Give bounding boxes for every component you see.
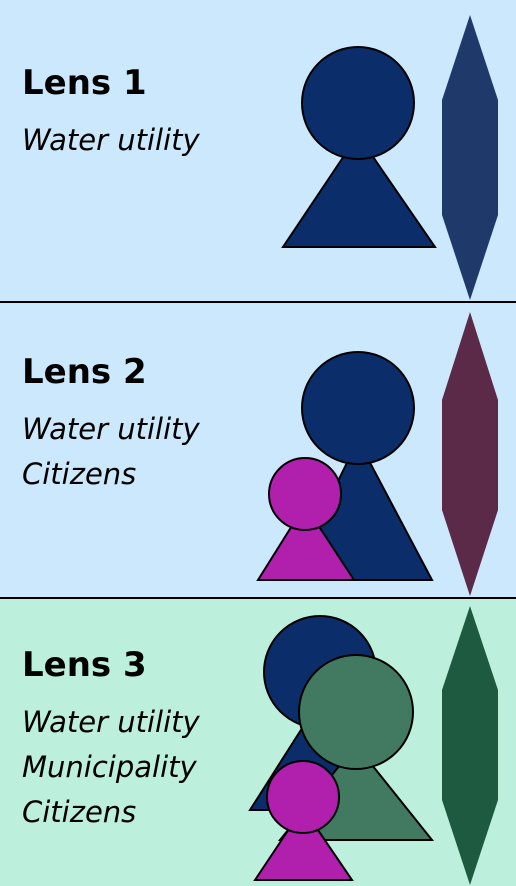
person-head	[268, 457, 342, 531]
person-head	[298, 654, 414, 770]
lens-shape	[442, 606, 498, 885]
lens-role: Municipality	[22, 750, 198, 784]
lens-title: Lens 1	[22, 63, 147, 103]
lens-shape	[442, 312, 498, 596]
lens-role: Citizens	[22, 795, 136, 829]
panel	[0, 598, 516, 886]
labels: Lens 1 Water utility Lens 2 Water utility Ci…	[22, 63, 201, 829]
person-head	[301, 351, 415, 465]
person-body	[256, 503, 356, 581]
lens-shape	[442, 15, 498, 300]
panel	[0, 302, 516, 598]
lens-role: Water utility	[22, 123, 201, 157]
person-head	[301, 46, 415, 160]
person-head	[266, 760, 340, 834]
lens-role: Water utility	[22, 412, 201, 446]
lens-title: Lens 2	[22, 352, 147, 392]
person-body	[281, 133, 437, 248]
lens-role: Citizens	[22, 457, 136, 491]
person-body	[253, 806, 354, 881]
panel	[0, 0, 516, 302]
lens-title: Lens 3	[22, 645, 147, 685]
lens-role: Water utility	[22, 705, 201, 739]
